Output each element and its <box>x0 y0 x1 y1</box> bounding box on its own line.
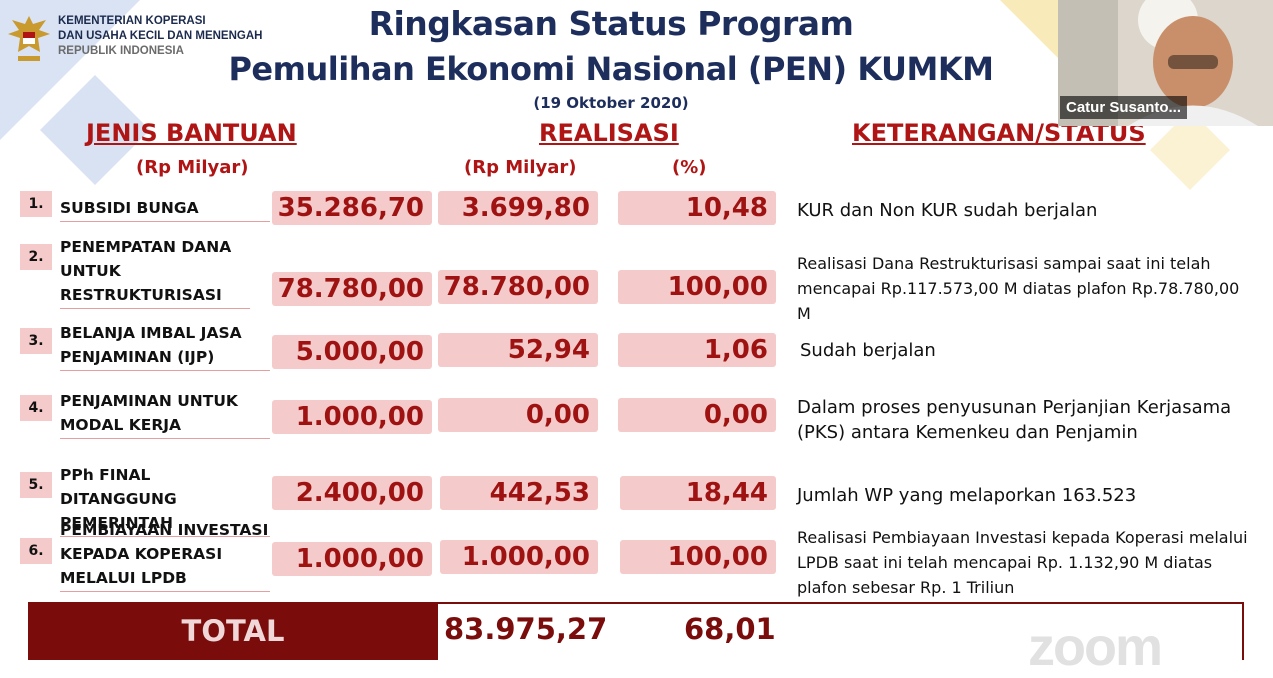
zoom-watermark: zoom <box>1028 617 1163 677</box>
ministry-line-1: KEMENTERIAN KOPERASI <box>58 15 206 27</box>
percent-value: 100,00 <box>618 270 776 304</box>
slide-date: (19 Oktober 2020) <box>533 94 689 112</box>
header-realisasi: REALISASI <box>539 119 679 147</box>
unit-pagu: (Rp Milyar) <box>136 157 249 178</box>
participant-name: Catur Susanto... <box>1060 96 1188 119</box>
total-percent: 68,01 <box>684 612 776 646</box>
ministry-name: KEMENTERIAN KOPERASI DAN USAHA KECIL DAN… <box>58 14 262 59</box>
slide-title: Ringkasan Status Program <box>368 4 854 43</box>
row-label: PENEMPATAN DANA UNTUK RESTRUKTURISASI <box>60 235 250 309</box>
header-jenis-bantuan: JENIS BANTUAN <box>86 119 297 147</box>
realisasi-value: 78.780,00 <box>438 270 598 304</box>
row-number: 2. <box>20 244 52 270</box>
realisasi-value: 442,53 <box>440 476 598 510</box>
row-number: 1. <box>20 191 52 217</box>
percent-value: 0,00 <box>618 398 776 432</box>
pagu-value: 1.000,00 <box>272 542 432 576</box>
unit-realisasi: (Rp Milyar) <box>464 157 577 178</box>
total-label: TOTAL <box>181 614 285 648</box>
row-number: 5. <box>20 472 52 498</box>
total-realisasi: 83.975,27 <box>444 612 608 646</box>
status-note: Jumlah WP yang melaporkan 163.523 <box>797 485 1137 506</box>
garuda-emblem-icon <box>8 16 50 61</box>
row-label: PENJAMINAN UNTUK MODAL KERJA <box>60 389 270 439</box>
status-note: KUR dan Non KUR sudah berjalan <box>797 200 1098 221</box>
pagu-value: 35.286,70 <box>272 191 432 225</box>
status-note: Sudah berjalan <box>800 340 936 361</box>
ministry-line-2: DAN USAHA KECIL DAN MENENGAH <box>58 30 263 42</box>
status-note: Dalam proses penyusunan Perjanjian Kerja… <box>797 397 1232 443</box>
pagu-value: 5.000,00 <box>272 335 432 369</box>
row-label: PPh FINAL DITANGGUNG PEMERINTAH <box>60 463 270 537</box>
row-number: 6. <box>20 538 52 564</box>
percent-value: 18,44 <box>620 476 776 510</box>
slide-subtitle: Pemulihan Ekonomi Nasional (PEN) KUMKM <box>228 50 994 88</box>
row-label: PEMBIAYAAN INVESTASI KEPADA KOPERASI MEL… <box>60 518 270 592</box>
pagu-value: 2.400,00 <box>272 476 432 510</box>
status-note: Realisasi Dana Restrukturisasi sampai sa… <box>797 254 1240 323</box>
row-number: 3. <box>20 328 52 354</box>
row-label: SUBSIDI BUNGA <box>60 196 270 222</box>
percent-value: 100,00 <box>620 540 776 574</box>
ministry-line-3: REPUBLIK INDONESIA <box>58 45 184 57</box>
status-note: Realisasi Pembiayaan Investasi kepada Ko… <box>797 528 1248 597</box>
total-value-box <box>438 604 1242 660</box>
pagu-value: 78.780,00 <box>272 272 432 306</box>
row-number: 4. <box>20 395 52 421</box>
unit-percent: (%) <box>672 157 707 178</box>
percent-value: 1,06 <box>618 333 776 367</box>
pagu-value: 1.000,00 <box>272 400 432 434</box>
realisasi-value: 52,94 <box>438 333 598 367</box>
realisasi-value: 1.000,00 <box>440 540 598 574</box>
percent-value: 10,48 <box>618 191 776 225</box>
row-label: BELANJA IMBAL JASA PENJAMINAN (IJP) <box>60 321 270 371</box>
realisasi-value: 0,00 <box>438 398 598 432</box>
realisasi-value: 3.699,80 <box>438 191 598 225</box>
